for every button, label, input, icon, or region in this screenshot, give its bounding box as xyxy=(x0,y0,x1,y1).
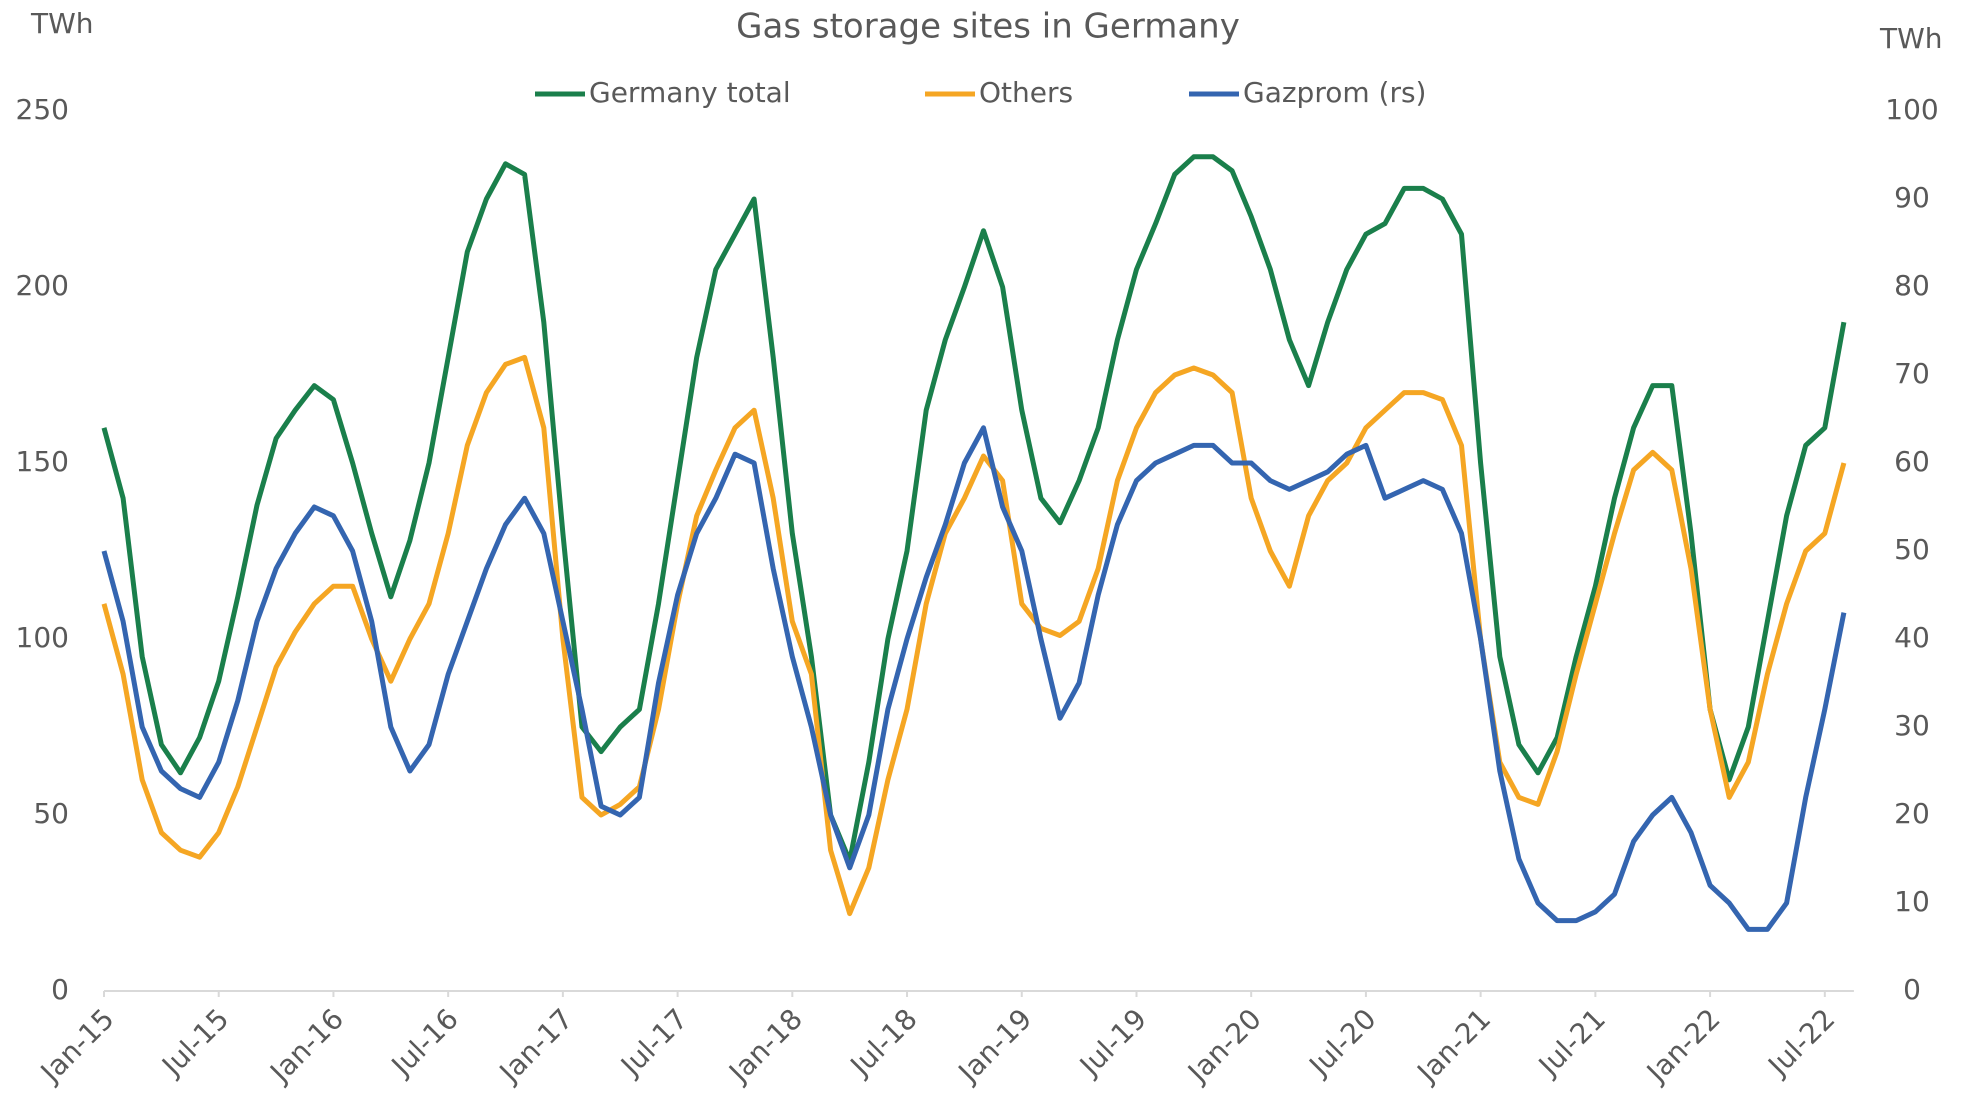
y2-tick-label: 10 xyxy=(1894,885,1930,918)
x-tick-label: Jul-19 xyxy=(1072,1002,1153,1083)
series-line xyxy=(101,154,1847,864)
y-tick-label: 150 xyxy=(16,445,69,478)
y2-tick-label: 90 xyxy=(1894,181,1930,214)
y2-tick-label: 50 xyxy=(1894,533,1930,566)
chart-title: Gas storage sites in Germany xyxy=(736,7,1240,47)
x-tick-label: Jan-20 xyxy=(1180,1002,1268,1090)
legend-label: Germany total xyxy=(589,76,791,109)
y2-tick-label: 20 xyxy=(1894,797,1930,830)
x-tick-label: Jan-17 xyxy=(492,1002,580,1090)
x-tick-label: Jul-18 xyxy=(843,1002,924,1083)
x-tick-label: Jul-17 xyxy=(613,1002,694,1083)
y2-tick-label: 60 xyxy=(1894,445,1930,478)
y2-tick-label: 100 xyxy=(1885,93,1938,126)
y-tick-label: 0 xyxy=(51,973,69,1006)
y2-tick-label: 0 xyxy=(1903,973,1921,1006)
y-tick-label: 50 xyxy=(33,797,69,830)
x-tick-label: Jul-21 xyxy=(1531,1002,1612,1083)
legend-label: Others xyxy=(979,76,1073,109)
x-tick-label: Jan-22 xyxy=(1639,1002,1727,1090)
y2-tick-label: 40 xyxy=(1894,621,1930,654)
y2-tick-label: 30 xyxy=(1894,709,1930,742)
x-tick-label: Jul-15 xyxy=(154,1002,235,1083)
x-tick-label: Jan-16 xyxy=(262,1002,350,1090)
y-axis-label: TWh xyxy=(30,7,94,40)
x-tick-label: Jul-20 xyxy=(1302,1002,1383,1083)
x-tick-label: Jan-19 xyxy=(951,1002,1039,1090)
x-tick-label: Jul-16 xyxy=(384,1002,465,1083)
series-line xyxy=(101,354,1847,917)
series-line xyxy=(101,425,1847,932)
legend-label: Gazprom (rs) xyxy=(1243,76,1426,109)
x-tick-label: Jul-22 xyxy=(1760,1002,1841,1083)
x-tick-label: Jan-15 xyxy=(33,1002,121,1090)
y2-tick-label: 70 xyxy=(1894,357,1930,390)
y-tick-label: 200 xyxy=(16,269,69,302)
x-tick-label: Jan-18 xyxy=(721,1002,809,1090)
x-tick-label: Jan-21 xyxy=(1410,1002,1498,1090)
y-tick-label: 100 xyxy=(16,621,69,654)
y2-axis-label: TWh xyxy=(1879,22,1943,55)
y-tick-label: 250 xyxy=(16,93,69,126)
y2-tick-label: 80 xyxy=(1894,269,1930,302)
